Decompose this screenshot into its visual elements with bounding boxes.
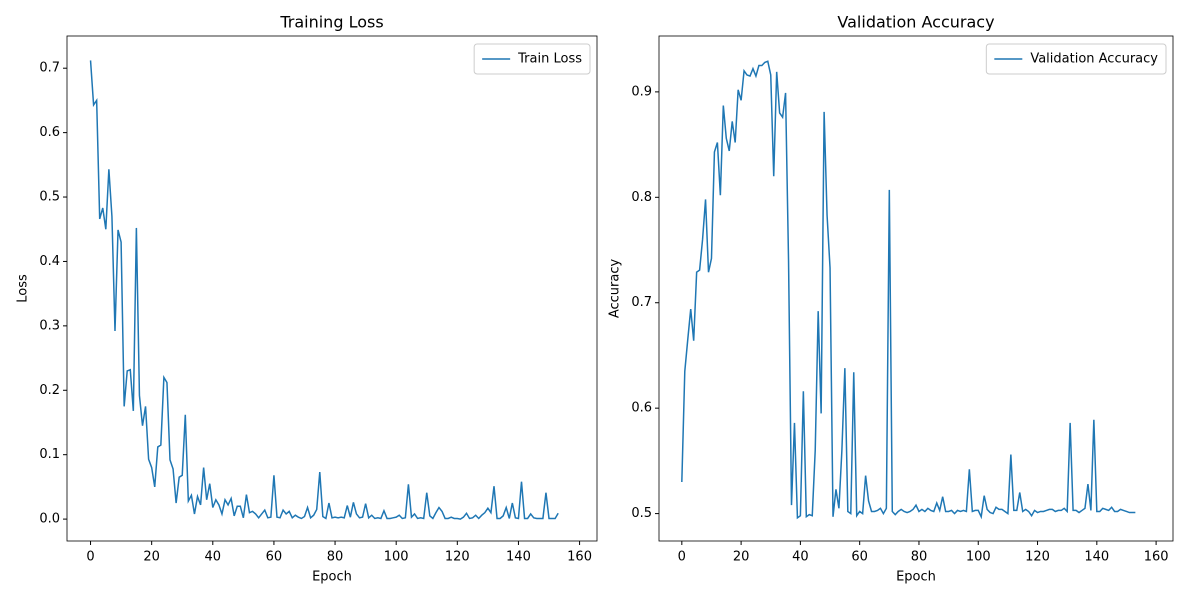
- x-tick-label: 100: [384, 550, 409, 565]
- x-tick-label: 120: [1025, 550, 1050, 565]
- y-tick-label: 0.8: [631, 190, 652, 205]
- x-tick-label: 120: [445, 550, 470, 565]
- y-tick-label: 0.5: [631, 506, 652, 521]
- legend-label: Train Loss: [517, 52, 582, 67]
- axes-frame: [66, 35, 598, 542]
- y-tick-label: 0.3: [39, 318, 60, 333]
- x-tick-label: 140: [1084, 550, 1109, 565]
- legend: Train Loss: [473, 43, 591, 75]
- subplot-title: Validation Accuracy: [837, 13, 994, 32]
- y-tick-label: 0.5: [39, 190, 60, 205]
- data-line: [89, 60, 559, 520]
- legend: Validation Accuracy: [985, 43, 1167, 75]
- x-axis-label: Epoch: [312, 570, 352, 585]
- y-tick-label: 0.1: [39, 447, 60, 462]
- x-tick-label: 20: [143, 550, 160, 565]
- x-tick-label: 20: [733, 550, 750, 565]
- subplot: Training Loss Epoch Loss 0 20 40 60 80 100 120 140…: [16, 13, 598, 585]
- x-tick-label: 40: [205, 550, 222, 565]
- y-tick-label: 0.6: [39, 125, 60, 140]
- y-tick-label: 0.4: [39, 254, 60, 269]
- legend-label: Validation Accuracy: [1030, 52, 1158, 67]
- x-tick-label: 0: [678, 550, 686, 565]
- x-tick-label: 80: [327, 550, 344, 565]
- y-axis-label: Loss: [16, 274, 31, 303]
- x-tick-label: 160: [567, 550, 592, 565]
- x-tick-label: 100: [966, 550, 991, 565]
- x-tick-label: 40: [792, 550, 809, 565]
- y-tick-label: 0.0: [39, 512, 60, 527]
- legend-box: [473, 43, 591, 75]
- legend-box: [985, 43, 1167, 75]
- subplot-title: Training Loss: [279, 13, 383, 32]
- y-tick-label: 0.7: [39, 61, 60, 76]
- y-tick-label: 0.7: [631, 295, 652, 310]
- y-tick-label: 0.6: [631, 401, 652, 416]
- x-tick-label: 60: [266, 550, 283, 565]
- y-axis-label: Accuracy: [608, 259, 623, 319]
- x-tick-label: 160: [1144, 550, 1169, 565]
- x-tick-label: 80: [911, 550, 928, 565]
- x-tick-label: 60: [851, 550, 868, 565]
- x-axis-label: Epoch: [896, 570, 936, 585]
- x-tick-label: 0: [86, 550, 94, 565]
- y-tick-label: 0.2: [39, 383, 60, 398]
- data-line: [681, 60, 1136, 520]
- x-tick-label: 140: [506, 550, 531, 565]
- y-tick-label: 0.9: [631, 84, 652, 99]
- subplot: Validation Accuracy Epoch Accuracy 0 20 40 60 8…: [608, 13, 1174, 585]
- axes-frame: [658, 35, 1174, 542]
